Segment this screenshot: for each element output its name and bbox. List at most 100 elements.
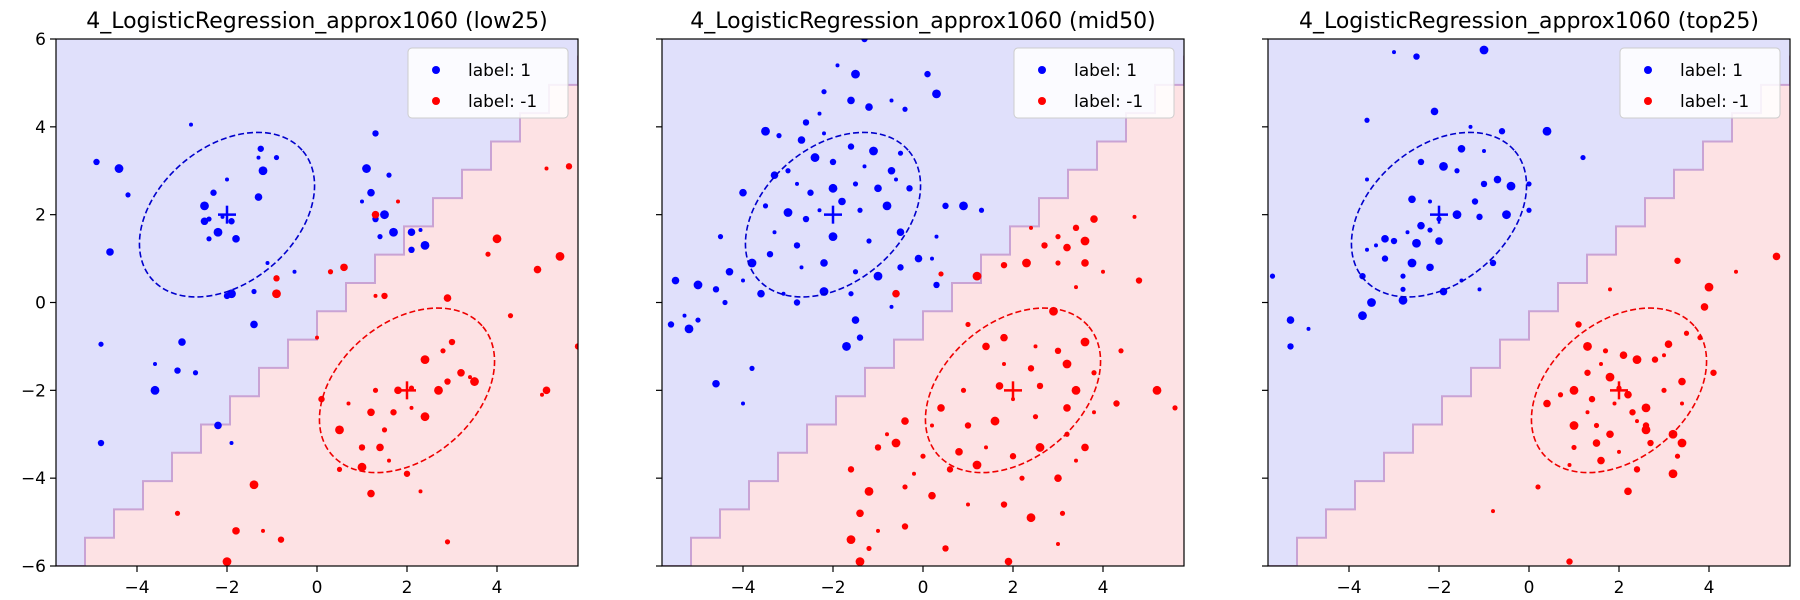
data-point <box>928 491 936 500</box>
data-point <box>851 316 860 324</box>
data-point <box>914 254 923 263</box>
data-point <box>444 378 451 385</box>
data-point <box>1412 238 1421 248</box>
data-point <box>1674 257 1681 264</box>
data-point <box>1772 252 1781 261</box>
data-point <box>799 265 804 270</box>
data-point <box>1677 438 1687 448</box>
x-tick-label: 0 <box>312 578 323 598</box>
data-point <box>254 193 263 201</box>
data-point <box>1468 124 1473 129</box>
data-point <box>1055 260 1061 266</box>
data-point <box>821 89 827 95</box>
chart-title: 4_LogisticRegression_approx1060 (low25) <box>86 9 548 34</box>
data-point <box>336 466 343 472</box>
data-point <box>684 324 694 334</box>
data-point <box>1063 404 1071 412</box>
data-point <box>1439 161 1448 171</box>
series-label-neg1 <box>174 163 578 566</box>
data-point <box>420 355 430 364</box>
data-point <box>1359 272 1366 280</box>
data-point <box>1588 395 1596 403</box>
data-point <box>1071 385 1081 395</box>
data-point <box>1365 247 1369 252</box>
data-point <box>1661 387 1667 393</box>
data-point <box>485 251 491 257</box>
data-point <box>1593 422 1600 429</box>
data-point <box>1101 269 1105 274</box>
data-point <box>1641 425 1651 435</box>
data-point <box>891 438 901 448</box>
data-point <box>852 269 859 275</box>
data-point <box>807 189 814 196</box>
data-point <box>357 462 367 472</box>
data-point <box>874 444 882 451</box>
data-point <box>835 63 840 68</box>
data-point <box>418 489 423 494</box>
data-point <box>1081 443 1089 452</box>
data-point <box>1624 487 1632 496</box>
data-point <box>150 385 160 395</box>
data-point <box>377 234 383 240</box>
plot-area <box>1268 39 1790 566</box>
data-point <box>1381 255 1389 262</box>
data-point <box>1597 456 1605 465</box>
data-point <box>1535 484 1541 490</box>
data-point <box>810 153 820 162</box>
data-point <box>1482 148 1486 153</box>
data-point <box>408 246 415 253</box>
data-point <box>1704 282 1714 292</box>
data-point <box>894 177 898 182</box>
data-point <box>1004 557 1013 566</box>
data-point <box>1054 474 1062 482</box>
legend-marker <box>432 97 440 105</box>
data-point <box>114 164 124 173</box>
data-point <box>1575 321 1582 328</box>
data-point <box>1413 53 1420 60</box>
covariance-ellipse-1 <box>744 131 922 298</box>
data-point <box>693 280 703 290</box>
data-point <box>741 401 745 406</box>
data-point <box>901 417 909 425</box>
data-point <box>793 299 801 306</box>
data-point <box>1612 401 1617 406</box>
data-point <box>722 299 728 306</box>
data-point <box>889 304 894 309</box>
data-point <box>1062 359 1072 369</box>
data-point <box>1632 355 1642 364</box>
data-point <box>372 387 379 393</box>
data-point <box>1457 144 1466 153</box>
legend-label: label: -1 <box>468 92 537 112</box>
data-point <box>930 423 934 428</box>
data-point <box>984 445 988 450</box>
data-point <box>335 425 344 435</box>
data-point <box>232 235 240 243</box>
data-point <box>1041 242 1048 249</box>
data-point <box>762 203 769 209</box>
data-point <box>1417 221 1425 230</box>
data-point <box>434 385 443 395</box>
data-point <box>1592 439 1601 447</box>
data-point <box>1092 410 1096 415</box>
data-point <box>125 192 131 198</box>
data-point <box>1569 421 1579 430</box>
y-tick-label: −6 <box>21 557 46 577</box>
x-tick-label: −2 <box>214 578 239 598</box>
covariance-ellipse-1 <box>138 131 316 298</box>
data-point <box>982 342 990 351</box>
data-point <box>1269 273 1276 279</box>
data-point <box>1624 390 1632 399</box>
data-point <box>1381 235 1389 243</box>
region-label-1 <box>662 39 1184 566</box>
data-point <box>1374 243 1378 248</box>
data-point <box>1080 236 1090 246</box>
series-label-1 <box>1269 45 1586 350</box>
data-point <box>1407 258 1417 268</box>
data-point <box>174 510 181 516</box>
data-point <box>1583 342 1592 351</box>
decision-boundary <box>56 55 578 566</box>
x-tick-label: 0 <box>1524 578 1535 598</box>
data-point <box>757 289 765 298</box>
data-point <box>367 489 375 498</box>
data-point <box>1617 449 1621 454</box>
